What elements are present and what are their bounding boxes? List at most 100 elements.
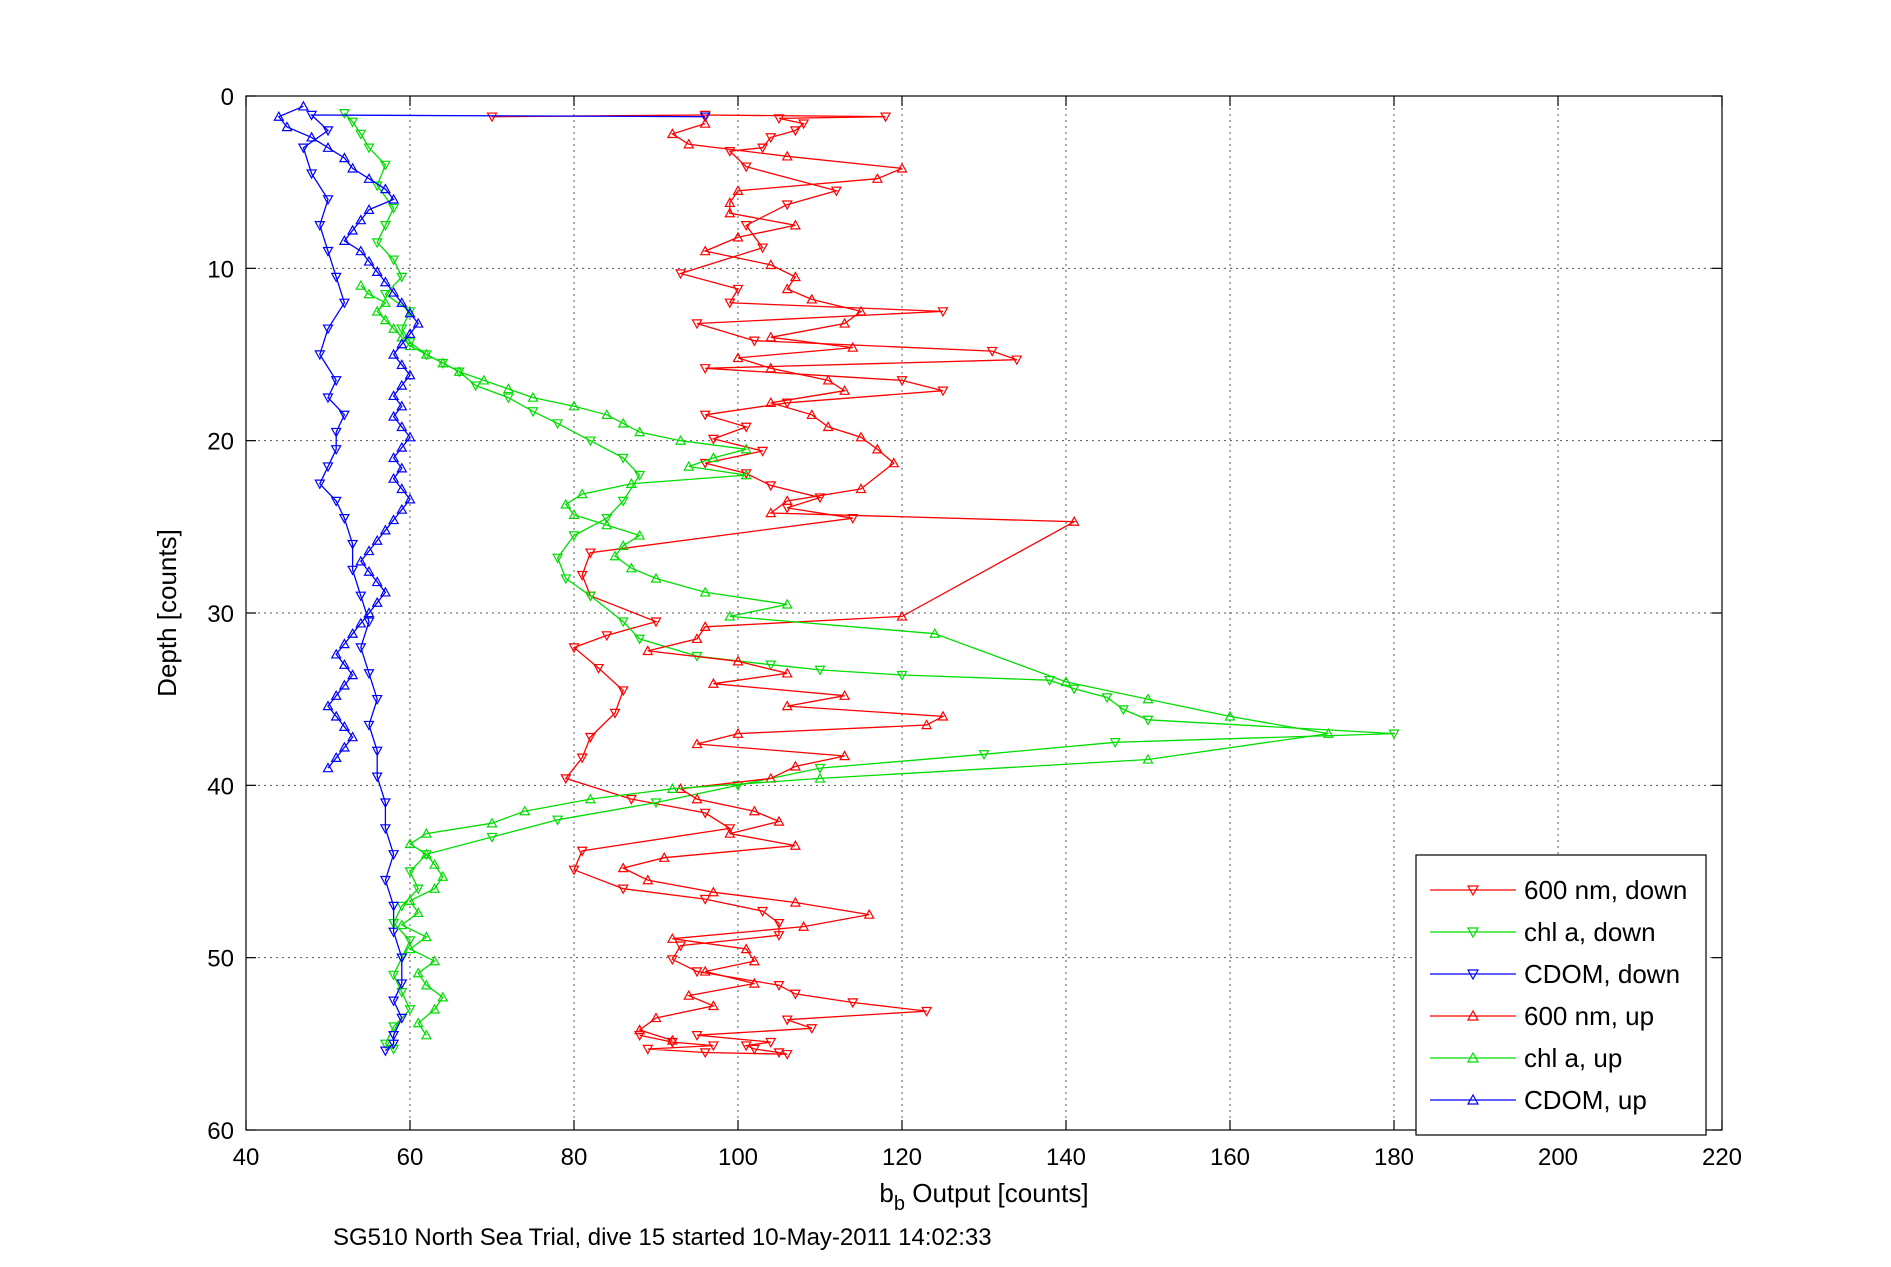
data-point — [396, 338, 408, 349]
data-point — [1011, 355, 1023, 366]
data-point — [379, 289, 391, 300]
data-point — [871, 443, 883, 454]
data-point — [929, 627, 941, 638]
series-2 — [297, 110, 711, 1057]
data-point — [429, 858, 441, 869]
data-point — [699, 894, 711, 905]
legend-marker — [1466, 1009, 1480, 1021]
data-point — [724, 207, 736, 218]
data-point — [330, 710, 342, 721]
data-point — [789, 126, 801, 137]
data-point — [379, 297, 391, 307]
x-tick-label: 100 — [718, 1144, 758, 1171]
y-axis-label: Depth [counts] — [152, 529, 182, 697]
legend-item-0: 600 nm, down — [1430, 875, 1687, 905]
data-point — [781, 598, 793, 609]
legend-label: CDOM, up — [1524, 1085, 1647, 1115]
data-point — [1117, 705, 1129, 716]
data-point — [379, 875, 391, 886]
data-point — [371, 305, 383, 316]
data-point — [322, 141, 334, 152]
data-point — [666, 128, 678, 139]
data-point — [617, 686, 629, 697]
data-point — [691, 1031, 703, 1041]
data-point — [634, 529, 646, 540]
data-point — [379, 586, 391, 597]
data-point — [314, 350, 326, 361]
data-point — [330, 445, 342, 456]
data-point — [388, 901, 400, 912]
data-point — [584, 793, 596, 804]
y-tick-label: 40 — [207, 773, 234, 800]
data-point — [798, 920, 810, 931]
data-point — [839, 317, 851, 328]
data-point — [527, 407, 539, 418]
data-point — [412, 884, 424, 895]
data-point — [306, 110, 318, 121]
data-point — [363, 288, 375, 299]
data-point — [634, 1024, 646, 1035]
data-point — [347, 539, 359, 550]
data-point — [683, 138, 695, 149]
data-point — [396, 272, 408, 283]
data-point — [691, 738, 703, 749]
data-point — [322, 462, 334, 473]
data-point — [338, 514, 350, 524]
data-point — [281, 121, 293, 132]
data-point — [896, 610, 908, 621]
data-point — [707, 1000, 719, 1011]
data-point — [388, 193, 400, 204]
data-point — [404, 895, 416, 905]
x-tick-label: 80 — [561, 1144, 588, 1171]
data-point — [560, 774, 572, 785]
data-point — [699, 117, 711, 128]
data-point — [379, 524, 391, 535]
data-point — [396, 1013, 408, 1024]
data-point — [601, 409, 613, 420]
data-point — [781, 1049, 793, 1060]
data-point — [855, 431, 867, 442]
data-point — [371, 238, 383, 249]
data-point — [748, 336, 760, 347]
data-point — [552, 419, 564, 430]
data-point — [1224, 710, 1236, 721]
series-line — [343, 112, 1395, 1050]
data-point — [789, 839, 801, 850]
data-point — [404, 307, 416, 318]
data-point — [314, 479, 326, 490]
data-point — [773, 931, 785, 941]
legend-marker — [1466, 969, 1480, 981]
data-point — [412, 317, 424, 328]
legend-item-4: chl a, up — [1430, 1043, 1622, 1073]
x-tick-label: 40 — [233, 1144, 260, 1171]
data-point — [388, 203, 400, 214]
data-point — [412, 967, 424, 978]
data-point — [347, 117, 359, 128]
data-point — [412, 1017, 424, 1028]
data-point — [429, 882, 441, 893]
data-point — [888, 457, 900, 468]
data-point — [699, 410, 711, 421]
data-point — [1068, 515, 1080, 526]
data-point — [724, 610, 736, 621]
data-point — [675, 269, 687, 280]
data-point — [748, 977, 760, 988]
x-tick-label: 60 — [397, 1144, 424, 1171]
data-point — [798, 119, 810, 130]
data-point — [420, 827, 432, 838]
data-point — [707, 434, 719, 445]
data-point — [937, 710, 949, 721]
data-point — [699, 621, 711, 631]
data-point — [871, 172, 883, 183]
data-point — [363, 255, 375, 266]
data-point — [765, 397, 777, 407]
data-point — [437, 870, 449, 881]
series-5 — [273, 100, 424, 773]
data-point — [781, 495, 793, 506]
data-point — [634, 470, 646, 481]
data-point — [617, 617, 629, 628]
data-point — [355, 591, 367, 602]
data-point — [650, 798, 662, 809]
data-point — [379, 824, 391, 835]
